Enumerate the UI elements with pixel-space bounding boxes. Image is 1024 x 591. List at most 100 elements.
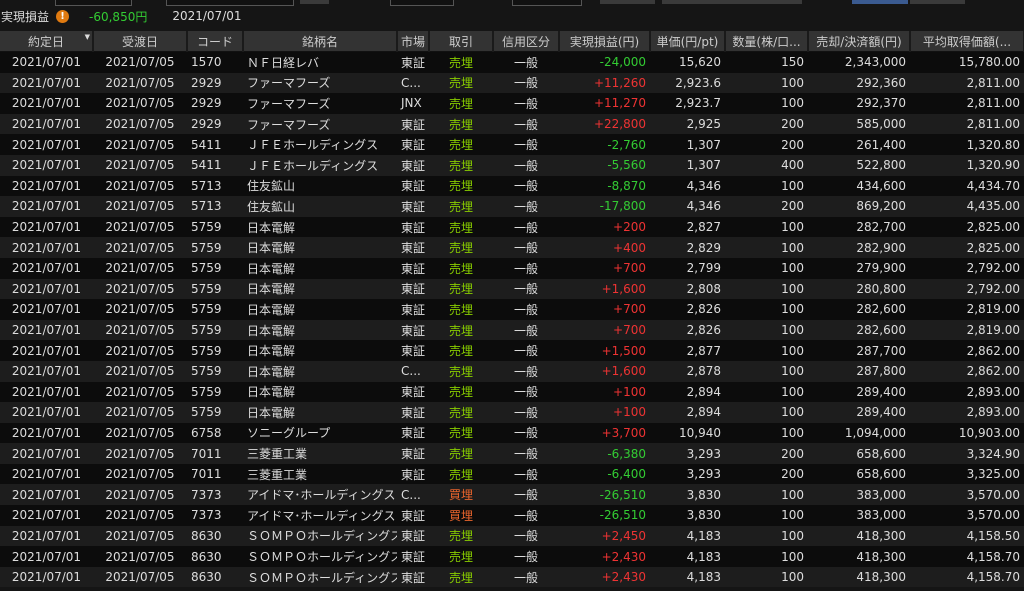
cell-trade-type: 売埋 — [429, 175, 493, 197]
cell-unit-price: 15,620 — [650, 51, 725, 73]
table-row[interactable]: 2021/07/01 2021/07/05 5759 日本電解 東証 売埋 一般 +700 2,… — [0, 299, 1024, 320]
column-header-avg-cost[interactable]: 平均取得価額(... — [910, 31, 1024, 52]
cell-trade-type: 売埋 — [429, 93, 493, 114]
cell-market: 東証 — [397, 566, 429, 588]
cell-quantity: 150 — [725, 51, 808, 73]
table-row[interactable]: 2021/07/01 2021/07/05 8630 ＳＯＭＰＯホールディングス 東証売… — [0, 525, 1024, 547]
filter-input[interactable] — [390, 0, 454, 6]
column-header-proceeds[interactable]: 売却/決済額(円) — [808, 31, 911, 52]
cell-settle-date: 2021/07/05 — [93, 72, 187, 94]
cell-trade-type: 売埋 — [429, 216, 493, 238]
cell-trade-type: 売埋 — [429, 381, 493, 403]
table-row[interactable]: 2021/07/01 2021/07/05 8630 ＳＯＭＰＯホールディングス 東証売… — [0, 566, 1024, 588]
table-row[interactable]: 2021/07/01 2021/07/05 5713 住友鉱山 東証 売埋 一般 -17,80… — [0, 196, 1024, 217]
column-header-code[interactable]: コード — [187, 31, 244, 52]
table-row[interactable]: 2021/07/01 2021/07/05 5411 ＪＦＥホールディングス 東証 売埋一… — [0, 154, 1024, 176]
column-header-quantity[interactable]: 数量(株/口... — [725, 31, 809, 52]
cell-avg-cost: 2,792.00 — [910, 257, 1024, 279]
cell-realized-pl: +1,600 — [559, 360, 650, 382]
cell-quantity: 400 — [725, 154, 808, 176]
cell-avg-cost: 2,893.00 — [910, 381, 1024, 403]
table-row[interactable]: 2021/07/01 2021/07/05 5713 住友鉱山 東証 売埋 一般 -8,870… — [0, 175, 1024, 197]
table-row[interactable]: 2021/07/01 2021/07/05 6758 ソニーグループ 東証 売埋 一般 +3,… — [0, 422, 1024, 444]
cell-proceeds: 282,600 — [808, 299, 910, 320]
cell-unit-price: 4,183 — [650, 525, 725, 547]
cell-realized-pl: +1,500 — [559, 340, 650, 361]
cell-margin-type: 一般 — [493, 381, 559, 403]
table-row[interactable]: 2021/07/01 2021/07/05 5411 ＪＦＥホールディングス 東証 売埋一… — [0, 134, 1024, 155]
cell-quantity: 100 — [725, 360, 808, 382]
cell-code: 2929 — [187, 93, 243, 114]
cell-name: ＳＯＭＰＯホールディングス — [243, 525, 397, 547]
table-row[interactable]: 2021/07/01 2021/07/05 5759 日本電解 東証 売埋 一般 +200 2,… — [0, 216, 1024, 238]
filter-button[interactable] — [662, 0, 802, 4]
cell-trade-type: 売埋 — [429, 443, 493, 464]
column-header-trade-type[interactable]: 取引 — [429, 31, 494, 52]
filter-button[interactable] — [300, 0, 329, 4]
table-row[interactable]: 2021/07/01 2021/07/05 7373 アイドマ･ホールディングス C..… — [0, 484, 1024, 506]
table-row[interactable]: 2021/07/01 2021/07/05 5759 日本電解 C... 売埋 一般 +1,6… — [0, 360, 1024, 382]
column-header-unit-price[interactable]: 単価(円/pt) — [650, 31, 726, 52]
cell-market: 東証 — [397, 196, 429, 217]
table-row[interactable]: 2021/07/01 2021/07/05 5759 日本電解 東証 売埋 一般 +100 2,… — [0, 402, 1024, 423]
table-row[interactable]: 2021/07/01 2021/07/05 2929 ファーマフーズ 東証 売埋 一般 +22… — [0, 113, 1024, 135]
cell-avg-cost: 2,819.00 — [910, 299, 1024, 320]
filter-input[interactable] — [166, 0, 294, 6]
realized-pl-label: 実現損益 — [1, 9, 50, 24]
cell-market: 東証 — [397, 525, 429, 547]
cell-proceeds: 280,800 — [808, 278, 910, 300]
cell-trade-type: 売埋 — [429, 113, 493, 135]
table-row[interactable]: 2021/07/01 2021/07/05 5759 日本電解 東証 売埋 一般 +400 2,… — [0, 237, 1024, 258]
table-row[interactable]: 2021/07/01 2021/07/05 5759 日本電解 東証 売埋 一般 +700 2,… — [0, 257, 1024, 279]
table-row[interactable]: 2021/07/01 2021/07/05 7011 三菱重工業 東証 売埋 一般 -6,38… — [0, 443, 1024, 464]
cell-settle-date: 2021/07/05 — [93, 134, 187, 155]
cell-quantity: 200 — [725, 113, 808, 135]
cell-margin-type: 一般 — [493, 278, 559, 300]
filter-input[interactable] — [55, 0, 132, 6]
cell-proceeds: 289,400 — [808, 381, 910, 403]
cell-unit-price: 4,183 — [650, 566, 725, 588]
exclamation-icon[interactable]: ! — [56, 9, 70, 23]
cell-margin-type: 一般 — [493, 505, 559, 526]
column-header-market[interactable]: 市場 — [397, 31, 430, 52]
cell-code: 5759 — [187, 381, 243, 403]
cell-quantity: 100 — [725, 299, 808, 320]
table-row[interactable]: 2021/07/01 2021/07/05 8630 ＳＯＭＰＯホールディングス 東証売… — [0, 546, 1024, 567]
cell-trade-date: 2021/07/01 — [0, 196, 93, 217]
filter-button-active[interactable] — [852, 0, 908, 4]
cell-trade-date: 2021/07/01 — [0, 93, 93, 114]
column-header-trade-date[interactable]: 約定日 ▼ — [0, 31, 94, 52]
cell-realized-pl: +22,800 — [559, 113, 650, 135]
cell-code: 5411 — [187, 154, 243, 176]
table-row[interactable]: 2021/07/01 2021/07/05 2929 ファーマフーズ JNX 売埋 一般 +1… — [0, 93, 1024, 114]
column-header-name[interactable]: 銘柄名 — [243, 31, 398, 52]
table-row[interactable]: 2021/07/01 2021/07/05 5759 日本電解 東証 売埋 一般 +700 2,… — [0, 319, 1024, 341]
cell-quantity: 100 — [725, 72, 808, 94]
cell-realized-pl: +2,430 — [559, 546, 650, 567]
column-header-realized-pl[interactable]: 実現損益(円) — [559, 31, 651, 52]
table-row[interactable]: 2021/07/01 2021/07/05 7373 アイドマ･ホールディングス 東証買… — [0, 505, 1024, 526]
cell-unit-price: 2,877 — [650, 340, 725, 361]
cell-proceeds: 658,600 — [808, 463, 910, 485]
filter-input[interactable] — [512, 0, 582, 6]
sort-desc-icon: ▼ — [84, 33, 90, 41]
cell-name: 日本電解 — [243, 360, 397, 382]
table-row[interactable]: 2021/07/01 2021/07/05 2929 ファーマフーズ C... 売埋 一般 +… — [0, 72, 1024, 94]
cell-settle-date: 2021/07/05 — [93, 93, 187, 114]
table-row[interactable]: 2021/07/01 2021/07/05 5759 日本電解 東証 売埋 一般 +1,500… — [0, 340, 1024, 361]
table-row[interactable]: 2021/07/01 2021/07/05 5759 日本電解 東証 売埋 一般 +100 2,… — [0, 381, 1024, 403]
cell-quantity: 100 — [725, 381, 808, 403]
cell-avg-cost: 4,434.70 — [910, 175, 1024, 197]
cell-realized-pl: -6,380 — [559, 443, 650, 464]
table-row[interactable]: 2021/07/01 2021/07/05 5759 日本電解 東証 売埋 一般 +1,600… — [0, 278, 1024, 300]
column-header-margin-type[interactable]: 信用区分 — [493, 31, 560, 52]
cell-quantity: 100 — [725, 278, 808, 300]
filter-button[interactable] — [910, 0, 965, 4]
cell-trade-date: 2021/07/01 — [0, 51, 93, 73]
column-header-settle-date[interactable]: 受渡日 — [93, 31, 188, 52]
filter-button[interactable] — [600, 0, 655, 4]
cell-code: 7011 — [187, 443, 243, 464]
column-header-label: 売却/決済額(円) — [816, 34, 902, 49]
table-row[interactable]: 2021/07/01 2021/07/05 7011 三菱重工業 東証 売埋 一般 -6,40… — [0, 463, 1024, 485]
table-row[interactable]: 2021/07/01 2021/07/05 1570 ＮＦ日経レバ 東証 売埋 一般 -24,… — [0, 51, 1024, 73]
